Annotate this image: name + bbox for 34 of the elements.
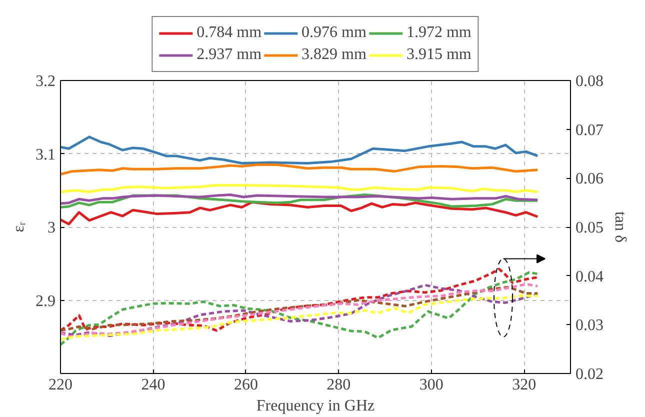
legend-label: 3.829 mm [302,46,366,64]
y2-tick-label: 0.03 [576,317,604,334]
x-tick-label: 300 [419,376,444,394]
y2-tick-label: 0.05 [576,220,604,236]
x-tick-label: 280 [326,376,351,394]
legend-label: 1.972 mm [406,24,472,42]
y-tick-label: 3 [48,220,56,236]
line-series [60,294,539,341]
x-tick-label: 240 [141,376,166,394]
y-tick-label: 3.1 [36,146,56,164]
y-tick-label: 3.2 [36,73,56,90]
x-axis-title: Frequency in GHz [256,398,375,414]
legend-label: 0.976 mm [302,24,366,42]
line-series [60,136,539,165]
y2-tick-label: 0.02 [576,366,604,383]
y-tick-label: 2.9 [36,292,56,310]
y-axis-title: εᵣ [10,221,28,232]
line-series [60,184,539,194]
line-series [60,271,539,346]
y2-tick-label: 0.07 [576,122,604,139]
line-series [60,163,539,176]
x-tick-label: 320 [512,376,536,394]
y2-tick-label: 0.06 [576,170,604,188]
line-series [60,200,539,226]
legend-label: 0.784 mm [196,24,262,42]
line-series [60,268,539,332]
line-series [60,194,539,205]
x-tick-label: 260 [234,376,258,394]
legend-label: 2.937 mm [196,46,262,64]
x-tick-label: 220 [48,376,72,394]
y2-axis-title: tan δ [612,211,628,243]
y2-tick-label: 0.08 [576,73,604,90]
y2-tick-label: 0.04 [576,268,604,286]
legend-label: 3.915 mm [406,46,472,64]
